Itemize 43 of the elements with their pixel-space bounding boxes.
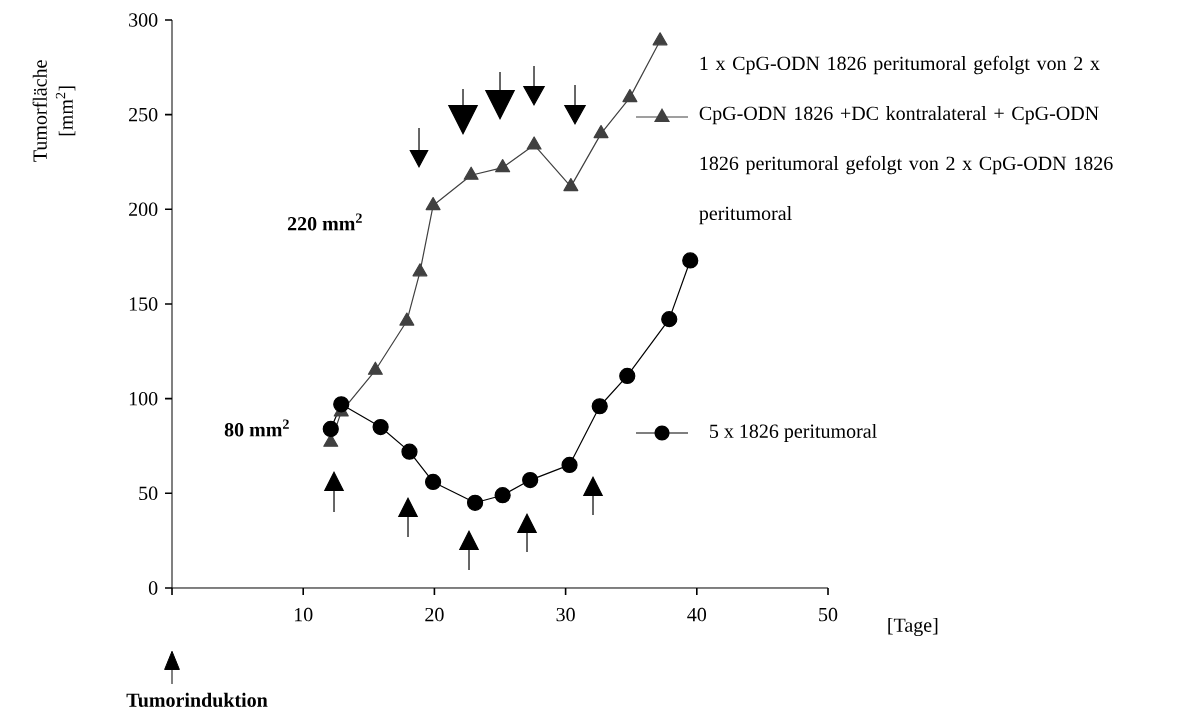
y-axis-title: Tumorfläche [mm$^{2}$] xyxy=(32,60,76,162)
point xyxy=(661,311,678,328)
y-tick-label: 100 xyxy=(129,391,158,406)
text: Tumorinduktion xyxy=(126,692,268,707)
point xyxy=(593,124,609,139)
x-axis-title: [Tage] xyxy=(888,617,938,637)
x-tick-label: 50 xyxy=(819,607,838,622)
point xyxy=(367,361,383,375)
y-tick-label: 300 xyxy=(129,13,158,27)
point xyxy=(463,166,479,180)
point xyxy=(561,456,578,474)
point xyxy=(412,263,428,277)
point xyxy=(333,396,350,413)
point xyxy=(424,473,442,491)
y-tick-label: 250 xyxy=(129,107,158,122)
point xyxy=(399,312,415,326)
x-tick-label: 10 xyxy=(294,607,313,622)
annotation: 80 mm$^{2}$ xyxy=(224,419,289,437)
point xyxy=(652,32,668,46)
x-tick-label: 30 xyxy=(556,607,575,622)
point xyxy=(682,252,699,269)
y-tick-label: 50 xyxy=(139,486,158,501)
y-tick-label: 150 xyxy=(129,297,158,311)
y-tick-label: 0 xyxy=(148,581,158,595)
point xyxy=(495,159,511,173)
x-tick-label: 40 xyxy=(687,607,707,622)
x-tick-label: 20 xyxy=(425,607,444,622)
point xyxy=(494,487,511,504)
legend-label: 5 x 1826 peritumoral xyxy=(710,423,877,443)
point xyxy=(372,418,389,436)
text: 1 x CpG-ODN 1826 peritumoral gefolgt von 2 x CpG-ODN 1826 +DC kontralateral + CpG-ODN 1826 peritumoral gefolgt von 2 x CpG-ODN 1826 peritumoral xyxy=(699,55,1113,225)
y-tick-label: 200 xyxy=(129,202,158,217)
point xyxy=(591,398,608,415)
point xyxy=(322,420,339,438)
point xyxy=(425,196,441,211)
point xyxy=(522,471,539,489)
annotation: 220 mm$^{2}$ xyxy=(287,213,362,231)
point xyxy=(526,136,542,150)
point xyxy=(622,89,638,103)
point xyxy=(619,367,636,385)
point xyxy=(401,443,418,460)
point xyxy=(563,178,579,192)
point xyxy=(466,494,484,511)
